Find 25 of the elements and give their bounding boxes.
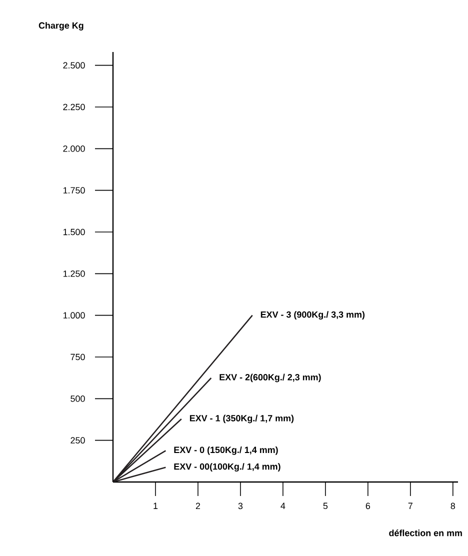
y-tick-label: 2.000 — [63, 145, 85, 152]
x-tick-label: 1 — [154, 502, 158, 509]
y-tick-label: 2.500 — [63, 62, 85, 69]
x-tick-label: 4 — [280, 502, 286, 509]
y-tick-label: 500 — [70, 395, 85, 402]
series-label: EXV - 3 (900Kg./ 3,3 mm) — [260, 311, 365, 320]
x-tick-label: 7 — [408, 502, 412, 509]
series-label: EXV - 1 (350Kg./ 1,7 mm) — [190, 414, 294, 424]
y-tick-label: 1.250 — [63, 270, 85, 277]
series-label: EXV - 0 (150Kg./ 1,4 mm) — [174, 446, 278, 455]
x-axis-title: déflection en mm — [389, 530, 462, 536]
y-tick-label: 1.750 — [63, 187, 85, 194]
y-tick-label: 2.250 — [63, 104, 85, 110]
x-tick-label: 8 — [450, 502, 456, 510]
x-tick-label: 2 — [196, 502, 200, 510]
y-axis-title: Charge Kg — [38, 22, 84, 30]
y-tick-label: 1.000 — [63, 312, 85, 319]
series-label: EXV - 2(600Kg./ 2,3 mm) — [220, 374, 321, 382]
series-label: EXV - 00(100Kg./ 1,4 mm) — [174, 463, 280, 472]
y-tick-label: 750 — [70, 354, 85, 360]
x-tick-label: 3 — [238, 502, 243, 510]
y-tick-label: 1.500 — [63, 228, 85, 236]
x-tick-label: 6 — [366, 502, 370, 510]
y-tick-label: 250 — [70, 437, 85, 444]
x-tick-label: 5 — [323, 502, 328, 510]
